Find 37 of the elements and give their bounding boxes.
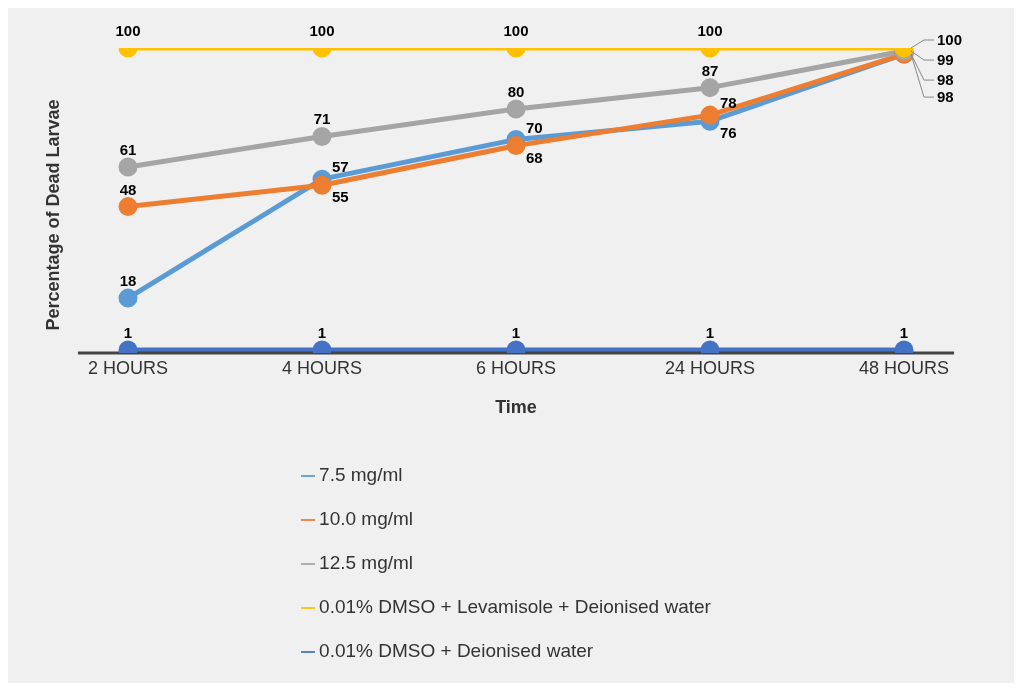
data-label: 100 (937, 31, 963, 48)
data-label: 78 (720, 94, 737, 112)
y-axis-title: Percentage of Dead Larvae (43, 99, 64, 331)
data-label: 100 (503, 22, 529, 39)
data-label: 1 (899, 323, 909, 341)
data-label: 18 (119, 272, 137, 290)
data-label: 99 (937, 51, 954, 69)
data-label: 100 (697, 22, 723, 39)
x-tick-label: 48 HOURS (858, 357, 950, 378)
data-label: 55 (332, 188, 349, 206)
legend-label: 0.01% DMSO + Levamisole + Deionised water (319, 596, 711, 617)
data-label: 76 (720, 124, 737, 142)
x-tick-label: 24 HOURS (664, 357, 756, 378)
data-label: 98 (937, 88, 954, 106)
data-label: 1 (511, 323, 521, 341)
data-label: 1 (317, 323, 327, 341)
data-label: 61 (119, 140, 137, 158)
x-tick-label: 6 HOURS (475, 357, 557, 378)
data-label: 57 (332, 158, 349, 176)
x-tick-label: 4 HOURS (281, 357, 363, 378)
data-label: 87 (701, 61, 719, 79)
legend-label: 12.5 mg/ml (319, 552, 414, 573)
legend-label: 10.0 mg/ml (319, 508, 414, 529)
data-label: 70 (526, 118, 543, 136)
x-tick-label: 2 HOURS (87, 357, 169, 378)
data-label: 48 (119, 180, 137, 198)
data-label: 98 (937, 71, 954, 89)
data-label: 1 (123, 323, 133, 341)
data-label: 80 (507, 83, 525, 100)
data-label: 100 (115, 22, 141, 39)
data-label: 100 (309, 22, 335, 39)
data-label: 68 (526, 148, 543, 166)
data-label: 71 (313, 110, 331, 128)
legend-label: 7.5 mg/ml (319, 464, 403, 485)
x-axis-title: Time (495, 397, 537, 417)
legend-label: 0.01% DMSO + Deionised water (319, 640, 594, 661)
data-label: 1 (705, 323, 715, 341)
